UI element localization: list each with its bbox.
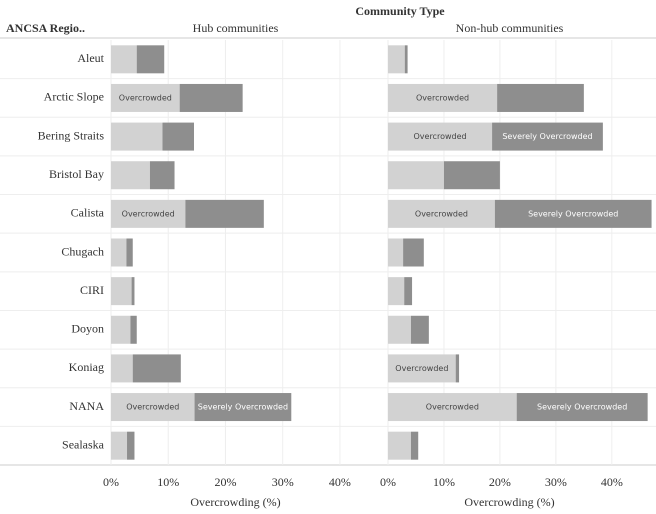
row-label: Aleut: [77, 51, 104, 65]
bar-label: Overcrowded: [119, 93, 172, 102]
bar-segment: [111, 161, 150, 190]
bar-segment: [388, 161, 444, 190]
x-axis-title: Overcrowding (%): [464, 495, 554, 509]
x-tick-label: 40%: [601, 475, 623, 489]
bar-segment: [492, 122, 603, 151]
x-tick-label: 0%: [380, 475, 396, 489]
bar-segment: [388, 45, 405, 74]
row-label: Calista: [71, 206, 105, 220]
row-label: Doyon: [71, 322, 104, 336]
x-axis-title: Overcrowding (%): [190, 495, 280, 509]
bar-segment: [410, 431, 419, 460]
x-tick-label: 0%: [103, 475, 119, 489]
bar-segment: [388, 315, 411, 344]
x-tick-label: 20%: [214, 475, 236, 489]
bar-segment: [131, 277, 135, 306]
bar-label: Overcrowded: [413, 132, 466, 141]
panel-title: Non-hub communities: [456, 21, 564, 35]
bar-segment: [111, 83, 180, 112]
panel-title: Hub communities: [193, 21, 279, 35]
row-label: Chugach: [61, 244, 104, 258]
bar-segment: [111, 393, 195, 422]
bar-segment: [132, 354, 181, 383]
bar-label: Severely Overcrowded: [198, 403, 288, 412]
bar-segment: [130, 315, 137, 344]
row-label: Sealaska: [62, 437, 105, 451]
x-tick-label: 40%: [329, 475, 351, 489]
bar-segment: [388, 122, 493, 151]
row-label: Arctic Slope: [44, 90, 104, 104]
bar-label: Severely Overcrowded: [528, 209, 618, 218]
bar-segment: [455, 354, 460, 383]
x-tick-label: 10%: [157, 475, 179, 489]
bar-segment: [516, 393, 648, 422]
bar-segment: [403, 238, 424, 267]
x-tick-label: 20%: [489, 475, 511, 489]
bar-segment: [404, 45, 408, 74]
bar-label: Severely Overcrowded: [537, 403, 627, 412]
bar-segment: [111, 199, 186, 228]
bar-segment: [111, 45, 137, 74]
bar-label: Overcrowded: [126, 403, 179, 412]
bar-segment: [388, 277, 405, 306]
bar-label: Overcrowded: [426, 403, 479, 412]
bar-segment: [494, 199, 652, 228]
chart-title: Community Type: [355, 4, 445, 18]
x-tick-label: 10%: [433, 475, 455, 489]
bar-segment: [179, 83, 243, 112]
bar-segment: [136, 45, 165, 74]
row-label: NANA: [69, 399, 104, 413]
bar-segment: [443, 161, 500, 190]
bar-label: Overcrowded: [395, 364, 448, 373]
bar-segment: [111, 354, 133, 383]
bar-segment: [388, 354, 456, 383]
bar-segment: [111, 238, 127, 267]
row-label: Bering Straits: [38, 128, 105, 142]
row-label: CIRI: [80, 283, 104, 297]
bar-segment: [404, 277, 413, 306]
x-tick-label: 30%: [545, 475, 567, 489]
bar-segment: [388, 83, 498, 112]
bar-label: Overcrowded: [416, 93, 469, 102]
bar-segment: [497, 83, 584, 112]
bar-segment: [185, 199, 264, 228]
x-tick-label: 30%: [272, 475, 294, 489]
bar-segment: [388, 238, 404, 267]
row-header: ANCSA Regio..: [6, 21, 85, 35]
bar-segment: [111, 122, 163, 151]
row-label: Koniag: [69, 360, 104, 374]
bar-segment: [162, 122, 194, 151]
bar-segment: [127, 431, 135, 460]
bar-segment: [194, 393, 292, 422]
bar-segment: [111, 431, 128, 460]
bar-segment: [410, 315, 429, 344]
bar-label: Severely Overcrowded: [502, 132, 592, 141]
bar-segment: [111, 277, 132, 306]
bar-segment: [388, 393, 517, 422]
bar-segment: [149, 161, 175, 190]
bar-segment: [111, 315, 131, 344]
bar-segment: [388, 431, 411, 460]
bar-label: Overcrowded: [415, 209, 468, 218]
bar-label: Overcrowded: [122, 209, 175, 218]
row-label: Bristol Bay: [49, 167, 104, 181]
bar-segment: [126, 238, 133, 267]
bar-segment: [388, 199, 495, 228]
